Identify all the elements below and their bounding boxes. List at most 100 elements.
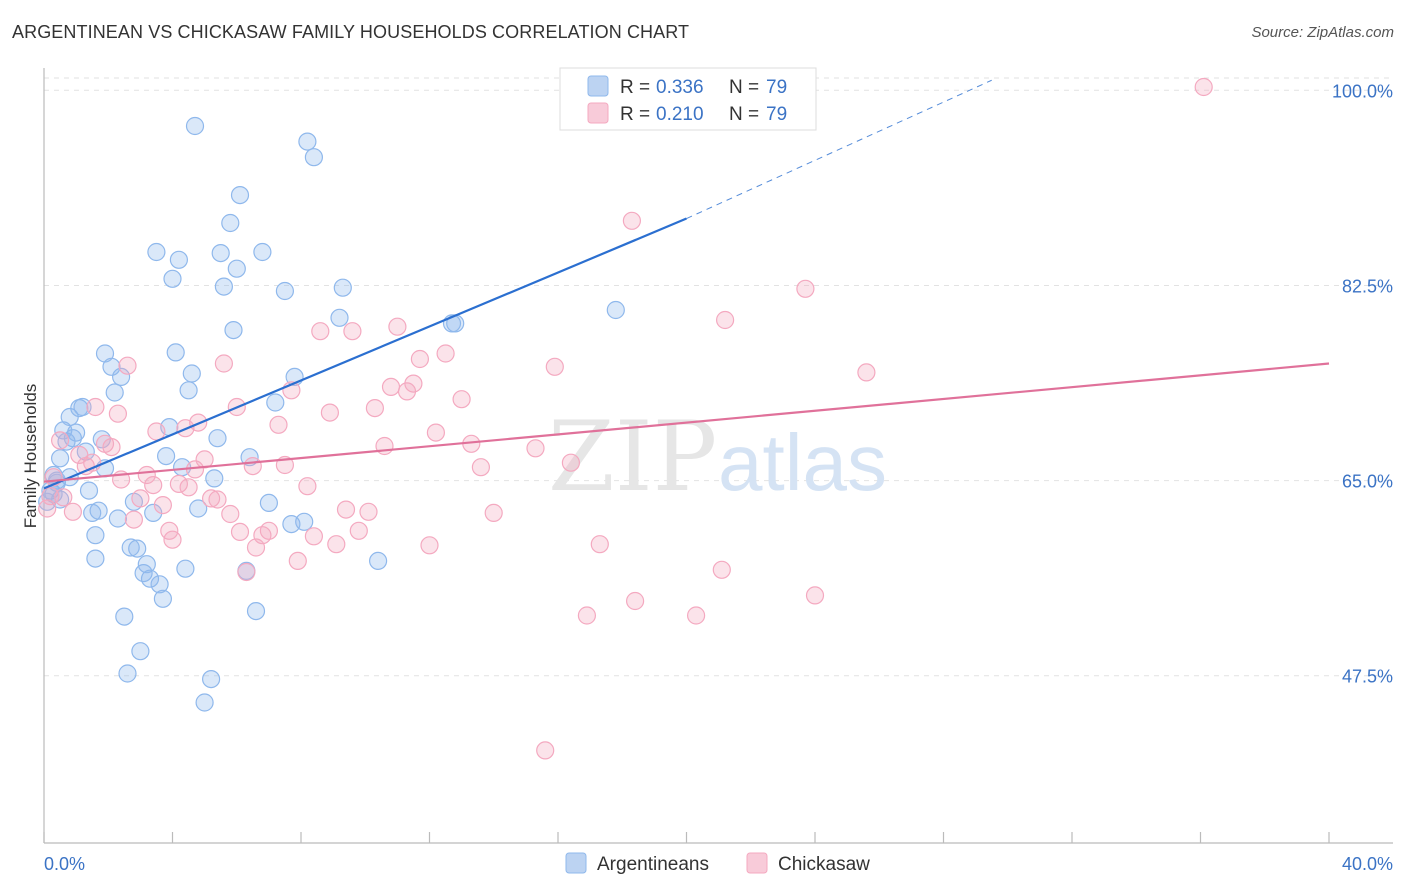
point-chickasaw-47: [320, 403, 339, 422]
point-chickasaw-11: [102, 438, 121, 457]
point-chickasaw-61: [426, 423, 445, 442]
point-chickasaw-9: [86, 397, 105, 417]
point-chickasaw-36: [243, 457, 262, 476]
point-argentineans-74: [304, 148, 323, 167]
point-argentineans-77: [369, 551, 388, 571]
point-chickasaw-51: [349, 521, 368, 540]
point-argentineans-60: [224, 321, 243, 340]
point-argentineans-39: [147, 242, 166, 262]
trend-line-chickasaw: [43, 362, 1330, 483]
watermark-zip: ZIP: [548, 401, 717, 513]
point-chickasaw-3: [50, 431, 70, 450]
point-argentineans-26: [105, 383, 124, 402]
point-chickasaw-14: [118, 356, 137, 375]
point-argentineans-33: [128, 539, 147, 558]
x-tick-label-max: 40.0%: [1342, 854, 1393, 874]
point-chickasaw-75: [686, 606, 706, 625]
point-argentineans-19: [86, 526, 105, 545]
point-argentineans-30: [118, 664, 137, 683]
point-chickasaw-19: [147, 422, 166, 441]
point-chickasaw-74: [625, 591, 645, 611]
point-chickasaw-23: [169, 474, 188, 493]
bottom-legend-swatch-argentineans: [565, 852, 587, 874]
bottom-legend-label-chickasaw: Chickasaw: [778, 854, 870, 875]
point-chickasaw-62: [436, 344, 455, 363]
point-chickasaw-20: [153, 496, 172, 515]
point-argentineans-21: [89, 501, 108, 520]
point-chickasaw-1: [41, 487, 60, 506]
point-chickasaw-58: [404, 374, 423, 393]
point-argentineans-41: [153, 589, 172, 608]
point-chickasaw-59: [410, 349, 429, 369]
point-chickasaw-40: [269, 415, 288, 434]
legend-r-label-argentineans: R =: [620, 77, 650, 98]
point-argentineans-76: [333, 278, 352, 297]
point-chickasaw-66: [484, 503, 503, 523]
point-chickasaw-71: [577, 606, 597, 625]
trend-line-extension-argentineans: [686, 79, 992, 219]
legend-r-value-chickasaw: 0.210: [656, 104, 704, 125]
point-argentineans-31: [121, 538, 140, 557]
y-tick-label-1: 65.0%: [1342, 472, 1393, 492]
point-argentineans-62: [230, 186, 250, 205]
point-argentineans-50: [182, 364, 201, 383]
legend-r-value-argentineans: 0.336: [656, 77, 704, 98]
point-argentineans-29: [115, 607, 134, 626]
point-chickasaw-68: [536, 741, 555, 760]
point-chickasaw-49: [336, 500, 356, 519]
point-argentineans-42: [157, 447, 176, 466]
point-chickasaw-76: [712, 560, 731, 579]
point-argentineans-27: [108, 509, 128, 528]
point-chickasaw-25: [179, 478, 198, 497]
legend-r-label-chickasaw: R =: [620, 104, 650, 125]
point-argentineans-15: [73, 397, 92, 417]
trend-line-argentineans: [43, 217, 687, 490]
point-chickasaw-56: [388, 317, 407, 336]
point-chickasaw-44: [298, 477, 317, 496]
point-argentineans-52: [189, 499, 208, 518]
point-chickasaw-15: [124, 510, 143, 529]
trend-lines: [43, 79, 1330, 490]
point-argentineans-57: [211, 244, 230, 263]
point-argentineans-72: [295, 512, 314, 531]
point-chickasaw-17: [137, 465, 156, 485]
point-chickasaw-81: [1194, 77, 1213, 97]
point-chickasaw-22: [163, 530, 182, 549]
bottom-legend-label-argentineans: Argentineans: [597, 854, 709, 875]
point-argentineans-66: [253, 242, 272, 262]
legend-box: R = 0.336 N = 79 R = 0.210 N = 79: [559, 67, 817, 131]
point-chickasaw-46: [311, 322, 330, 341]
point-chickasaw-50: [343, 322, 362, 341]
point-argentineans-7: [50, 449, 70, 468]
point-argentineans-67: [259, 493, 278, 512]
point-argentineans-48: [176, 559, 195, 578]
point-argentineans-36: [137, 555, 156, 574]
point-argentineans-65: [246, 601, 266, 621]
point-argentineans-45: [166, 343, 185, 362]
bottom-legend-swatch-chickasaw: [746, 852, 768, 874]
point-argentineans-37: [140, 569, 160, 588]
point-chickasaw-60: [420, 536, 439, 555]
x-axis-ticks: [43, 832, 1330, 843]
point-chickasaw-18: [144, 476, 163, 495]
point-chickasaw-55: [381, 377, 401, 396]
point-argentineans-44: [163, 269, 182, 288]
legend-n-value-argentineans: 79: [766, 77, 787, 98]
point-chickasaw-16: [131, 489, 150, 508]
point-chickasaw-78: [796, 279, 815, 298]
point-argentineans-73: [298, 132, 317, 151]
point-argentineans-75: [330, 308, 349, 327]
y-tick-label-3: 100.0%: [1332, 81, 1393, 101]
legend-n-label-argentineans: N =: [729, 77, 759, 98]
watermark-atlas: atlas: [718, 418, 887, 507]
point-chickasaw-52: [359, 502, 378, 521]
point-argentineans-38: [144, 503, 163, 523]
point-argentineans-49: [179, 381, 198, 400]
scatter-points: [38, 77, 1213, 760]
point-chickasaw-30: [208, 490, 227, 509]
legend-swatch-chickasaw: [587, 102, 609, 124]
legend-n-value-chickasaw: 79: [766, 104, 787, 125]
point-chickasaw-29: [202, 489, 221, 508]
point-argentineans-28: [111, 367, 131, 386]
